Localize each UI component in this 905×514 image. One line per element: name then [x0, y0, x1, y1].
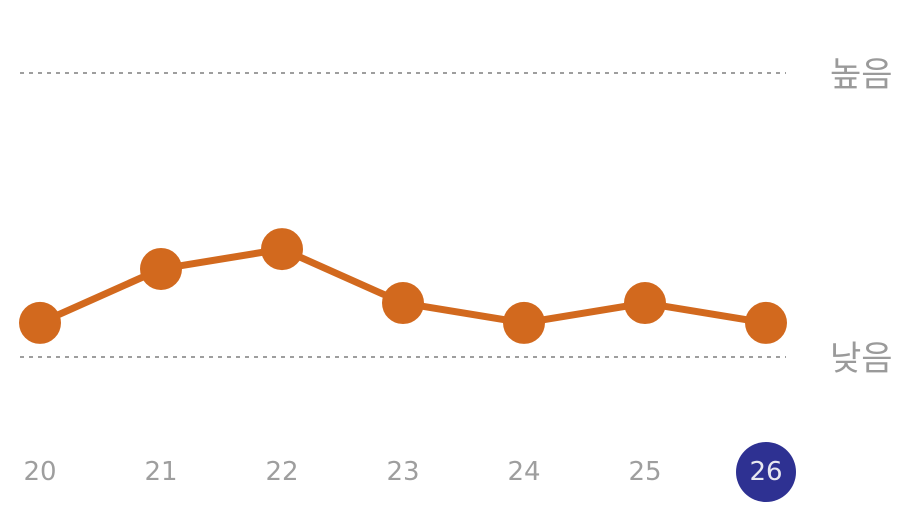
series-layer — [19, 228, 787, 344]
data-point-24[interactable] — [503, 301, 545, 344]
x-tick-label-24[interactable]: 24 — [507, 457, 540, 487]
data-point-20[interactable] — [19, 301, 61, 344]
x-tick-label-20[interactable]: 20 — [23, 457, 56, 487]
data-point-26[interactable] — [745, 301, 787, 344]
x-tick-label-23[interactable]: 23 — [386, 457, 419, 487]
x-tick-label-25[interactable]: 25 — [628, 457, 661, 487]
selected-day-highlight — [736, 442, 796, 502]
data-point-23[interactable] — [382, 282, 424, 325]
data-point-22[interactable] — [261, 228, 303, 271]
x-tick-label-26[interactable]: 26 — [749, 457, 782, 487]
x-tick-label-21[interactable]: 21 — [144, 457, 177, 487]
low-reference-label: 낮음 — [830, 339, 893, 379]
x-tick-label-22[interactable]: 22 — [265, 457, 298, 487]
data-point-25[interactable] — [624, 282, 666, 325]
high-reference-label: 높음 — [830, 55, 893, 95]
x-axis: 20 21 22 23 24 25 26 — [23, 442, 796, 502]
data-point-21[interactable] — [140, 247, 182, 290]
